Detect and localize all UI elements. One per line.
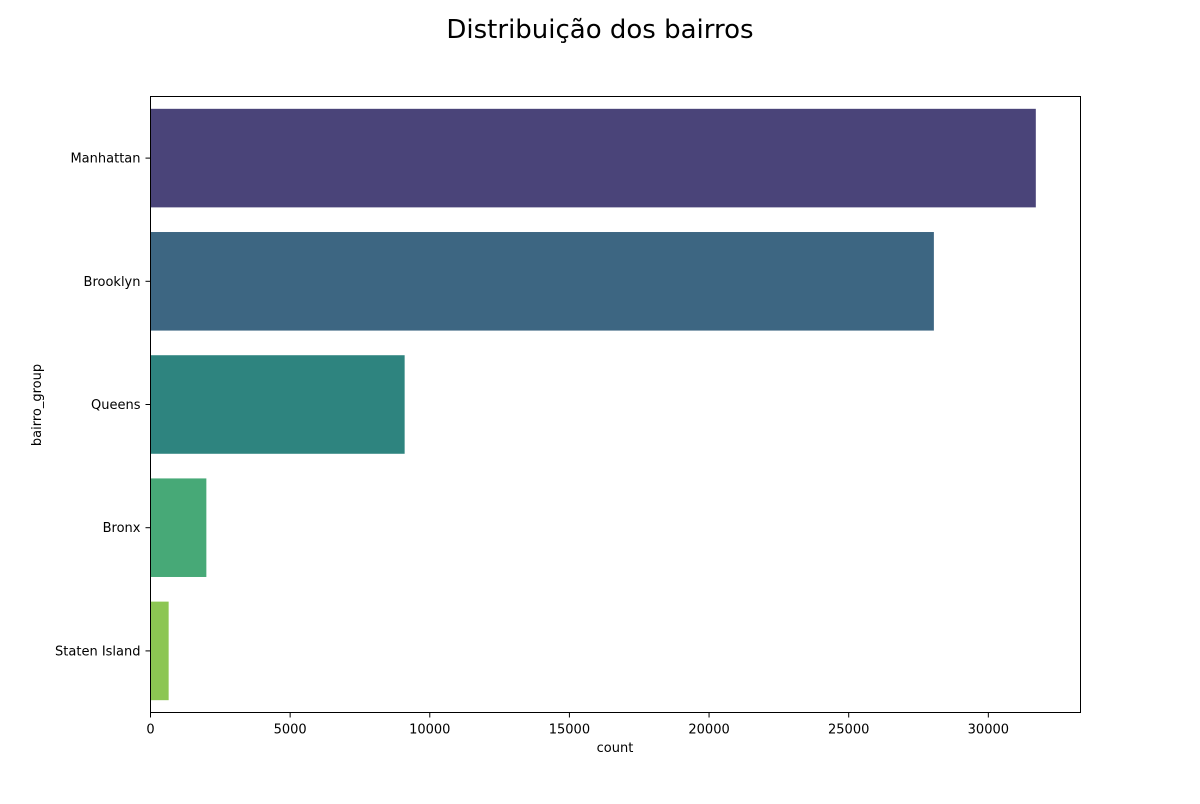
bar-bronx — [150, 478, 207, 577]
bar-staten-island — [150, 601, 169, 701]
y-tick-label: Bronx — [103, 521, 141, 536]
x-tick-label: 25000 — [828, 723, 869, 738]
x-tick-label: 5000 — [274, 723, 307, 738]
y-tick-label: Manhattan — [70, 152, 140, 167]
x-axis-label: count — [597, 741, 634, 756]
bar-brooklyn — [150, 232, 934, 331]
y-tick-label: Staten Island — [55, 644, 140, 659]
x-tick-label: 30000 — [968, 723, 1009, 738]
x-axis: 0 5000 10000 15000 20000 25000 30000 — [146, 712, 1009, 738]
y-axis-label: bairro_group — [30, 364, 45, 446]
x-tick-label: 15000 — [549, 723, 590, 738]
bar-manhattan — [150, 108, 1036, 208]
y-tick-label: Queens — [91, 398, 141, 413]
y-axis: Manhattan Brooklyn Queens Bronx Staten Islan… — [55, 152, 151, 659]
y-tick-label: Brooklyn — [84, 275, 141, 290]
bars-layer — [150, 108, 1036, 701]
x-tick-label: 0 — [146, 723, 154, 738]
bar-queens — [150, 355, 405, 454]
chart-title: Distribuição dos bairros — [446, 15, 753, 45]
x-tick-label: 20000 — [688, 723, 729, 738]
x-tick-label: 10000 — [409, 723, 450, 738]
